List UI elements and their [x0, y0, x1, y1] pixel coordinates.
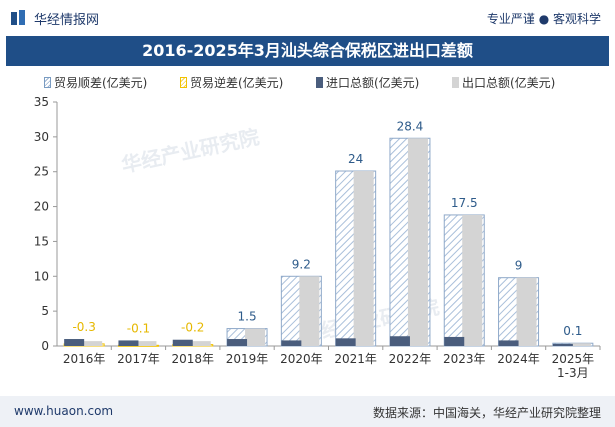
export-bar	[462, 214, 483, 346]
x-tick-label: 2024年	[497, 352, 540, 366]
surplus-swatch-icon	[44, 77, 51, 88]
top-bar: 华经情报网 专业严谨 ● 客观科学	[0, 0, 615, 36]
y-tick-label: 0	[41, 339, 49, 353]
legend-item-import[interactable]: 进口总额(亿美元)	[316, 74, 419, 91]
export-bar	[516, 277, 537, 346]
footer-website[interactable]: www.huaon.com	[14, 404, 114, 418]
x-tick-label: 2023年	[443, 352, 486, 366]
data-label: -0.3	[72, 320, 95, 334]
x-tick-label: 2019年	[226, 352, 269, 366]
x-tick-label: 2022年	[389, 352, 432, 366]
data-label: -0.2	[181, 321, 204, 335]
legend-label-deficit: 贸易逆差(亿美元)	[190, 76, 284, 90]
export-bar	[245, 328, 266, 346]
footer-source: 数据来源：中国海关，华经产业研究院整理	[372, 406, 601, 420]
import-swatch-icon	[316, 77, 323, 88]
brand-name[interactable]: 华经情报网	[34, 13, 100, 28]
chart-legend: 贸易顺差(亿美元) 贸易逆差(亿美元) 进口总额(亿美元) 出口总额(亿美元)	[0, 72, 615, 92]
data-label: 0.1	[563, 324, 582, 338]
import-bar	[498, 340, 519, 346]
legend-item-deficit[interactable]: 贸易逆差(亿美元)	[180, 74, 283, 91]
x-tick-label: 2017年	[117, 352, 160, 366]
export-swatch-icon	[452, 77, 459, 88]
export-bar	[82, 341, 103, 346]
y-tick-label: 25	[34, 165, 49, 179]
y-tick-label: 35	[34, 95, 49, 109]
legend-label-import: 进口总额(亿美元)	[326, 76, 420, 90]
x-tick-label: 2020年	[280, 352, 323, 366]
export-bar	[136, 341, 157, 346]
chart-title: 2016-2025年3月汕头综合保税区进出口差额	[6, 36, 609, 66]
export-bar	[570, 343, 591, 346]
data-label: 9	[515, 259, 523, 273]
data-label: 1.5	[238, 310, 257, 324]
y-tick-label: 30	[34, 130, 49, 144]
footer: www.huaon.com 数据来源：中国海关，华经产业研究院整理	[0, 396, 615, 427]
bar-chart: 0 5 10 15 20 25 30 35 2016年 -0.3 2017年 -0.1 2018年 -0…	[34, 95, 601, 380]
legend-item-export[interactable]: 出口总额(亿美元)	[452, 74, 555, 91]
y-tick-label: 10	[34, 269, 49, 283]
y-tick-label: 15	[34, 234, 49, 248]
y-tick-label: 20	[34, 200, 49, 214]
data-label: 24	[348, 152, 363, 166]
deficit-swatch-icon	[180, 77, 187, 88]
import-bar	[227, 339, 248, 346]
export-bar	[407, 138, 428, 346]
data-label: 9.2	[292, 257, 311, 271]
data-label: 17.5	[451, 196, 478, 210]
import-bar	[118, 340, 139, 346]
import-bar	[444, 336, 465, 346]
x-tick-label: 2025年 1-3月	[552, 352, 595, 380]
import-bar	[389, 336, 410, 346]
export-bar	[299, 276, 320, 346]
export-bar	[190, 341, 211, 346]
import-bar	[64, 339, 85, 346]
export-bar	[353, 171, 374, 346]
x-tick-label: 2016年	[63, 352, 106, 366]
slogan: 专业严谨 ● 客观科学	[486, 12, 601, 26]
huaon-logo-icon	[11, 10, 25, 25]
data-label: -0.1	[127, 321, 150, 335]
x-tick-label: 2021年	[334, 352, 377, 366]
x-tick-label: 2018年	[171, 352, 214, 366]
legend-item-surplus[interactable]: 贸易顺差(亿美元)	[44, 74, 147, 91]
import-bar	[552, 343, 573, 346]
y-tick-label: 5	[41, 304, 49, 318]
data-label: 28.4	[397, 119, 424, 133]
legend-label-export: 出口总额(亿美元)	[462, 76, 556, 90]
import-bar	[281, 340, 302, 346]
legend-label-surplus: 贸易顺差(亿美元)	[54, 76, 148, 90]
import-bar	[172, 339, 193, 346]
import-bar	[335, 338, 356, 346]
